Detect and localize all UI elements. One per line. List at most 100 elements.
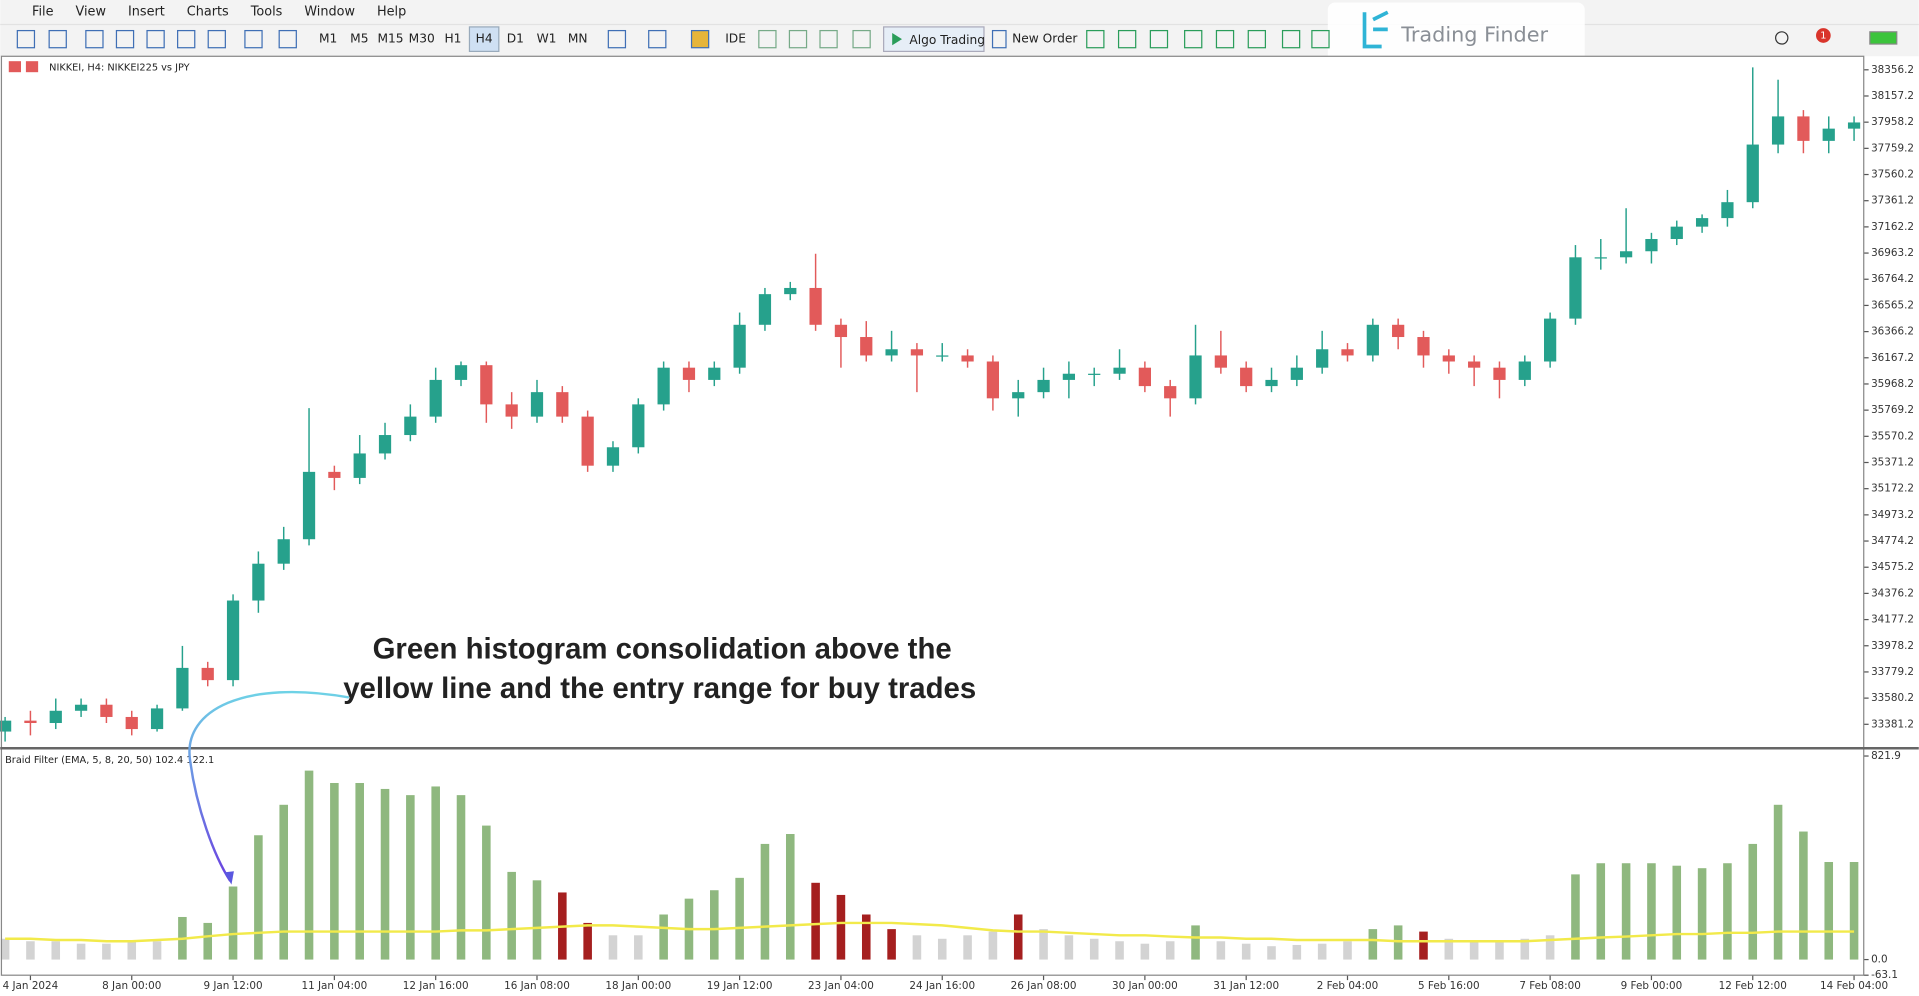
candle-body xyxy=(226,600,240,681)
histogram-bar xyxy=(836,894,846,960)
x-tick-label: 11 Jan 04:00 xyxy=(301,980,367,992)
histogram-bar xyxy=(1647,863,1656,960)
candle-body xyxy=(1544,318,1557,362)
menu-item[interactable]: Help xyxy=(377,5,406,20)
histogram-bar xyxy=(1469,941,1479,960)
tool-icon[interactable] xyxy=(1086,29,1105,49)
histogram-bar xyxy=(228,886,238,960)
tool-icon[interactable] xyxy=(16,29,36,49)
y-tick-label: 35172.2 xyxy=(1871,483,1914,495)
tool-icon[interactable] xyxy=(48,29,67,49)
menu-item[interactable]: View xyxy=(76,5,106,20)
new-order[interactable]: New Order xyxy=(1012,32,1078,46)
histogram-bar xyxy=(1317,943,1327,960)
tool-icon[interactable] xyxy=(758,29,777,49)
tool-icon[interactable] xyxy=(278,29,297,49)
menu-item[interactable]: Insert xyxy=(128,5,165,20)
x-tick-label: 23 Jan 04:00 xyxy=(808,980,874,992)
x-tick-label: 9 Feb 00:00 xyxy=(1621,980,1683,992)
candle-body xyxy=(657,367,670,405)
histogram-bar xyxy=(785,834,795,960)
candle-body xyxy=(834,324,848,338)
candle-body xyxy=(1594,257,1607,259)
candle-body xyxy=(1771,116,1785,145)
tool-icon[interactable] xyxy=(85,29,104,49)
candle-body xyxy=(556,392,569,417)
candle-body xyxy=(302,471,316,540)
histogram-bar xyxy=(1013,914,1023,960)
y-tick-label: 33381.2 xyxy=(1871,718,1914,730)
badge: 1 xyxy=(1820,30,1826,41)
histogram-bar xyxy=(1292,944,1302,960)
y-tick-label: 33779.2 xyxy=(1871,666,1914,678)
y-tick-label: 33580.2 xyxy=(1871,692,1914,704)
candle-body xyxy=(201,667,214,681)
timeframe[interactable]: W1 xyxy=(537,32,557,46)
histogram-bar xyxy=(1495,941,1504,960)
tool-icon[interactable] xyxy=(207,29,226,49)
tool-icon[interactable] xyxy=(819,29,838,49)
tool-icon[interactable] xyxy=(607,29,627,49)
tool-icon[interactable] xyxy=(177,29,196,49)
tool-icon[interactable] xyxy=(244,29,263,49)
timeframe[interactable]: D1 xyxy=(507,32,524,46)
candle-body xyxy=(1113,367,1126,374)
tool-icon[interactable] xyxy=(1311,29,1330,49)
candle-body xyxy=(1645,239,1658,252)
timeframe[interactable]: H4 xyxy=(476,32,493,46)
histogram-bar xyxy=(1596,863,1606,960)
histogram-bar xyxy=(1444,938,1454,960)
timeframe[interactable]: M30 xyxy=(409,32,435,46)
y-tick-label: 36565.2 xyxy=(1871,299,1914,311)
histogram-bar xyxy=(431,786,440,960)
candle-body xyxy=(1847,122,1861,129)
candle-body xyxy=(150,708,164,730)
histogram-bar xyxy=(1723,863,1732,960)
tool-icon[interactable] xyxy=(1184,29,1203,49)
histogram-bar xyxy=(1343,941,1352,960)
logo xyxy=(1362,10,1389,49)
tool-icon[interactable] xyxy=(648,29,667,49)
histogram-bar xyxy=(1064,935,1074,960)
chart-title: NIKKEI, H4: NIKKEI225 vs JPY xyxy=(49,62,190,73)
y-tick-label: 37759.2 xyxy=(1871,142,1914,154)
ide[interactable]: IDE xyxy=(725,32,746,46)
tool-icon[interactable] xyxy=(1117,29,1137,49)
histogram-bar xyxy=(203,922,213,960)
timeframe[interactable]: MN xyxy=(568,32,588,46)
candle-body xyxy=(1164,386,1177,399)
tool-icon[interactable] xyxy=(146,29,165,49)
timeframe[interactable]: H1 xyxy=(444,32,461,46)
menu-item[interactable]: Tools xyxy=(250,5,283,20)
tool-icon[interactable] xyxy=(1281,29,1301,49)
y-tick-label: 36764.2 xyxy=(1871,273,1914,285)
y-tick-label: 34575.2 xyxy=(1871,561,1914,573)
search[interactable] xyxy=(1775,31,1789,45)
menu-item[interactable]: Window xyxy=(304,5,355,20)
histogram-bar xyxy=(1267,946,1276,960)
histogram-bar xyxy=(1773,804,1783,960)
menu-item[interactable]: Charts xyxy=(187,5,229,20)
timeframe[interactable]: M15 xyxy=(377,32,403,46)
tool-icon[interactable] xyxy=(1247,29,1267,49)
y-tick-label: 821.9 xyxy=(1871,750,1901,762)
tool-icon[interactable] xyxy=(115,29,135,49)
tool-icon[interactable] xyxy=(788,29,808,49)
menu-item[interactable]: File xyxy=(32,5,54,20)
y-tick-label: 38157.2 xyxy=(1871,90,1914,102)
timeframe[interactable]: M1 xyxy=(319,32,337,46)
histogram-bar xyxy=(811,882,820,960)
tool-icon[interactable] xyxy=(1149,29,1169,49)
x-tick-label: 31 Jan 12:00 xyxy=(1213,980,1279,992)
x-tick-label: 18 Jan 00:00 xyxy=(605,980,671,992)
tool-icon[interactable] xyxy=(852,29,871,49)
tool-icon[interactable] xyxy=(1215,29,1235,49)
tool-icon[interactable] xyxy=(690,29,710,49)
histogram-bar xyxy=(1393,925,1403,960)
timeframe[interactable]: M5 xyxy=(350,32,368,46)
y-tick-label: 35371.2 xyxy=(1871,457,1914,469)
histogram-bar xyxy=(1697,868,1707,960)
algo-trading[interactable]: Algo Trading xyxy=(909,33,985,47)
candle-body xyxy=(49,710,62,724)
